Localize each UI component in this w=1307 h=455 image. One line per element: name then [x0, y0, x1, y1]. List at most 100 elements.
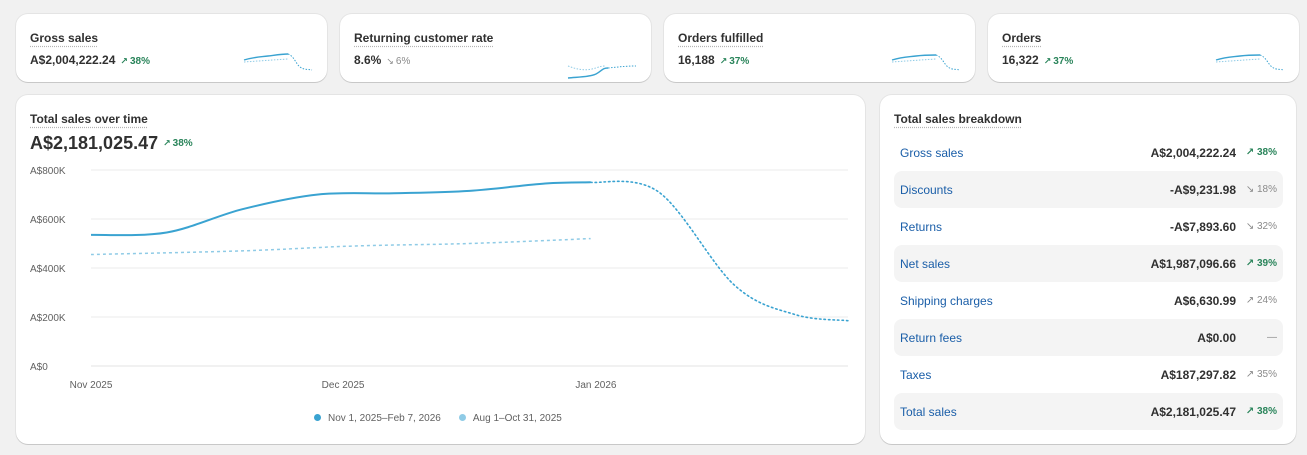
breakdown-row-return-fees: Return fees A$0.00 —	[894, 319, 1283, 356]
kpi-amount: 8.6%	[354, 53, 382, 67]
breakdown-row-returns: Returns -A$7,893.60 ↘ 32%	[894, 208, 1283, 245]
breakdown-value: A$0.00	[1197, 330, 1236, 345]
breakdown-row-net-sales: Net sales A$1,987,096.66 ↗ 39%	[894, 245, 1283, 282]
y-tick-label: A$0	[30, 362, 48, 373]
sparkline-current	[1215, 54, 1261, 61]
trend-up-icon: ↗	[1245, 406, 1255, 417]
series-line-previous	[90, 237, 591, 256]
breakdown-value: -A$9,231.98	[1169, 182, 1236, 197]
breakdown-delta-value: 18%	[1256, 184, 1277, 195]
breakdown-value: A$2,004,222.24	[1150, 145, 1236, 160]
sparkline-chart	[891, 54, 961, 71]
legend-item-previous[interactable]: Aug 1–Oct 31, 2025	[458, 413, 562, 424]
chart-title[interactable]: Total sales over time	[30, 112, 148, 126]
sparkline-current	[243, 53, 289, 61]
breakdown-delta: ↗ 38%	[1236, 406, 1277, 417]
breakdown-row-taxes: Taxes A$187,297.82 ↗ 35%	[894, 356, 1283, 393]
trend-up-icon: ↗	[120, 56, 128, 66]
chart-total: A$2,181,025.47 ↗ 38%	[30, 133, 193, 154]
sparkline-previous	[243, 58, 289, 63]
kpi-delta-value: 38%	[129, 56, 150, 67]
breakdown-list: Gross sales A$2,004,222.24 ↗ 38% Discoun…	[894, 134, 1283, 430]
kpi-amount: A$2,004,222.24	[30, 53, 116, 67]
trend-up-icon: ↗	[1245, 295, 1255, 306]
breakdown-link[interactable]: Gross sales	[900, 145, 964, 160]
breakdown-value: A$1,987,096.66	[1150, 256, 1236, 271]
kpi-delta: ↗ 38%	[120, 56, 150, 67]
breakdown-link[interactable]: Taxes	[900, 367, 932, 382]
legend-dot-icon	[458, 414, 466, 421]
y-tick-label: A$600K	[30, 215, 66, 226]
breakdown-delta: ↗ 39%	[1236, 258, 1277, 269]
breakdown-value: A$2,181,025.47	[1150, 404, 1236, 419]
breakdown-value: A$6,630.99	[1173, 293, 1236, 308]
breakdown-link[interactable]: Return fees	[900, 330, 963, 345]
sparkline-projection	[935, 54, 961, 71]
breakdown-delta: ↗ 24%	[1236, 295, 1277, 306]
trend-up-icon: ↗	[1245, 258, 1255, 269]
legend-item-current[interactable]: Nov 1, 2025–Feb 7, 2026	[314, 413, 441, 424]
breakdown-row-gross-sales: Gross sales A$2,004,222.24 ↗ 38%	[894, 134, 1283, 171]
breakdown-delta: ↗ 35%	[1236, 369, 1277, 380]
y-tick-label: A$200K	[30, 313, 66, 324]
y-tick-label: A$800K	[30, 166, 66, 177]
kpi-card-orders[interactable]: Orders 16,322 ↗ 37%	[988, 14, 1299, 82]
kpi-title[interactable]: Gross sales	[30, 31, 99, 45]
breakdown-delta-value: 32%	[1256, 221, 1277, 232]
sparkline-projection	[607, 65, 637, 69]
breakdown-delta-value: 39%	[1256, 258, 1277, 269]
trend-down-icon: ↘	[1245, 184, 1255, 195]
breakdown-link[interactable]: Discounts	[900, 182, 953, 197]
kpi-card-returning-customer-rate[interactable]: Returning customer rate 8.6% ↘ 6%	[340, 14, 651, 82]
sales-line-chart[interactable]: A$0 A$200K A$400K A$600K A$800K Nov 2025 Dec 2…	[16, 95, 865, 444]
kpi-title[interactable]: Orders fulfilled	[678, 31, 764, 45]
kpi-delta-value: 37%	[729, 56, 750, 67]
breakdown-row-total-sales: Total sales A$2,181,025.47 ↗ 38%	[894, 393, 1283, 430]
breakdown-row-shipping-charges: Shipping charges A$6,630.99 ↗ 24%	[894, 282, 1283, 319]
chart-legend: Nov 1, 2025–Feb 7, 2026 Aug 1–Oct 31, 20…	[314, 413, 562, 424]
kpi-delta: ↘ 6%	[386, 56, 410, 67]
sparkline-chart	[1215, 54, 1285, 71]
legend-dot-icon	[314, 414, 321, 421]
kpi-amount: 16,322	[1002, 53, 1039, 67]
x-tick-label: Jan 2026	[575, 380, 617, 391]
breakdown-delta-value: 24%	[1256, 295, 1277, 306]
breakdown-link[interactable]: Returns	[900, 219, 943, 234]
sparkline-current	[891, 54, 937, 61]
trend-down-icon: ↘	[386, 56, 394, 66]
sparkline-projection	[1259, 54, 1285, 71]
kpi-amount: 16,188	[678, 53, 715, 67]
breakdown-delta-value: 38%	[1256, 406, 1277, 417]
trend-up-icon: ↗	[163, 138, 171, 148]
sales-breakdown-card: Total sales breakdown Gross sales A$2,00…	[880, 95, 1296, 444]
sparkline-current	[567, 67, 609, 79]
breakdown-delta-value: 38%	[1256, 147, 1277, 158]
breakdown-value: A$187,297.82	[1160, 367, 1236, 382]
kpi-card-orders-fulfilled[interactable]: Orders fulfilled 16,188 ↗ 37%	[664, 14, 975, 82]
breakdown-delta-value: —	[1267, 332, 1277, 343]
kpi-title[interactable]: Orders	[1002, 31, 1042, 45]
breakdown-title[interactable]: Total sales breakdown	[894, 112, 1022, 126]
breakdown-delta-value: 35%	[1256, 369, 1277, 380]
sparkline-previous	[891, 58, 937, 63]
kpi-delta-value: 37%	[1053, 56, 1074, 67]
breakdown-link[interactable]: Total sales	[900, 404, 957, 419]
breakdown-value: -A$7,893.60	[1169, 219, 1236, 234]
kpi-title[interactable]: Returning customer rate	[354, 31, 494, 45]
kpi-value: 16,188 ↗ 37%	[678, 53, 749, 67]
trend-up-icon: ↗	[1245, 369, 1255, 380]
breakdown-link[interactable]: Net sales	[900, 256, 951, 271]
series-line-projection	[589, 180, 849, 322]
kpi-card-gross-sales[interactable]: Gross sales A$2,004,222.24 ↗ 38%	[16, 14, 327, 82]
breakdown-delta: ↘ 32%	[1236, 221, 1277, 232]
breakdown-delta: —	[1236, 332, 1277, 343]
legend-label: Aug 1–Oct 31, 2025	[472, 413, 562, 424]
total-delta: ↗ 38%	[163, 138, 193, 149]
sparkline-previous	[1215, 58, 1261, 63]
breakdown-row-discounts: Discounts -A$9,231.98 ↘ 18%	[894, 171, 1283, 208]
kpi-delta: ↗ 37%	[1044, 56, 1074, 67]
trend-up-icon: ↗	[1245, 147, 1255, 158]
x-tick-label: Dec 2025	[322, 380, 365, 391]
breakdown-link[interactable]: Shipping charges	[900, 293, 993, 308]
sparkline-previous	[567, 65, 607, 71]
